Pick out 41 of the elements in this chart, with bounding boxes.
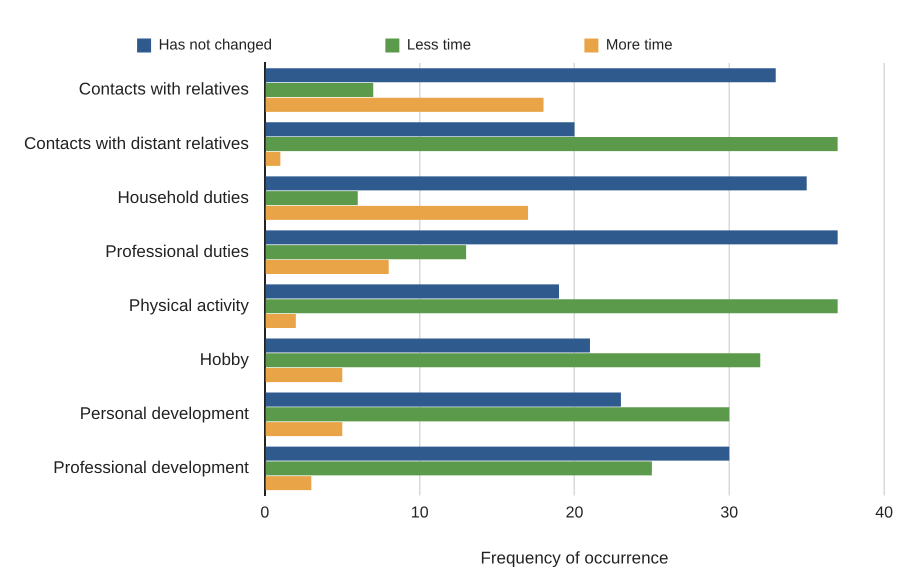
- bar: [266, 314, 296, 328]
- bar: [266, 230, 838, 244]
- y-tick-label: Contacts with relatives: [78, 80, 249, 99]
- y-tick-label: Personal development: [80, 404, 250, 424]
- x-tick-label: 20: [566, 504, 584, 522]
- bar: [266, 392, 621, 407]
- y-tick-label: Professional duties: [105, 242, 249, 261]
- bar: [266, 176, 807, 190]
- bar: [266, 422, 342, 436]
- y-tick-label: Contacts with distant relatives: [24, 134, 249, 153]
- bar: [266, 407, 730, 422]
- bar: [266, 338, 590, 353]
- x-tick-label: 0: [260, 504, 270, 522]
- bar: [266, 284, 560, 298]
- bar: [266, 83, 374, 98]
- x-tick-label: 10: [410, 504, 429, 522]
- legend-label: More time: [606, 36, 756, 54]
- x-tick-label: 30: [720, 504, 738, 522]
- bar: [266, 245, 466, 260]
- bar: [266, 353, 760, 368]
- bar: [266, 122, 574, 136]
- bar: [266, 299, 838, 314]
- y-tick-label: Professional development: [53, 458, 250, 478]
- bar: [266, 260, 389, 274]
- bar: [266, 461, 652, 476]
- legend-label: Less time: [406, 36, 554, 54]
- bar: [266, 152, 280, 166]
- bar: [266, 68, 776, 82]
- x-axis-title: Frequency of occurrence: [480, 548, 669, 568]
- y-tick-label: Hobby: [200, 350, 250, 369]
- bar: [266, 446, 730, 461]
- y-tick-label: Household duties: [118, 188, 249, 207]
- bar: [266, 191, 358, 206]
- bar: [266, 98, 544, 112]
- bar: [266, 137, 838, 152]
- bar: [266, 476, 312, 490]
- bar: [266, 206, 528, 220]
- bar: [266, 368, 342, 382]
- y-tick-label: Physical activity: [128, 296, 250, 315]
- legend-label: Has not changed: [158, 36, 356, 54]
- x-tick-label: 40: [875, 504, 894, 522]
